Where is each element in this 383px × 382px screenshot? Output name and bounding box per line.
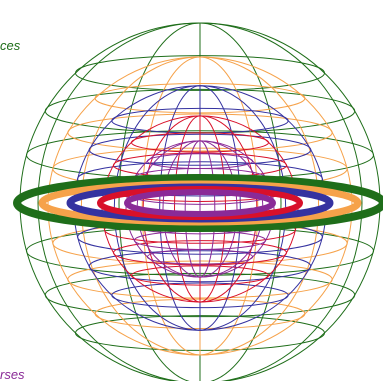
purple-sphere-equator: [124, 189, 276, 217]
green-sphere-equator: [13, 174, 383, 232]
equator-layer: [13, 174, 383, 232]
caption-top: ces: [0, 38, 21, 53]
caption-bottom: rses: [0, 367, 25, 382]
